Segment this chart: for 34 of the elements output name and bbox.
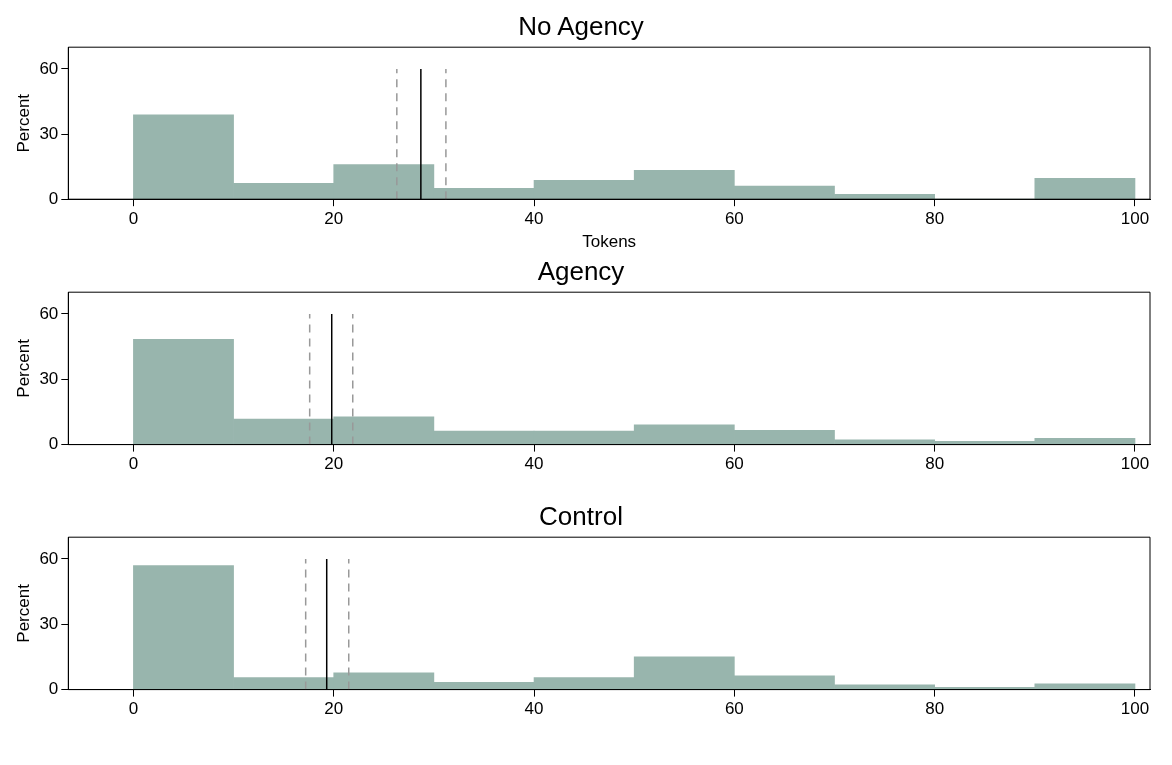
x-tick-label: 20 [324,454,344,474]
y-tick-label: 0 [48,434,59,454]
y-tick-label: 60 [39,548,59,568]
y-tick-label: 30 [39,368,59,388]
x-tick-label: 100 [1120,454,1150,474]
x-tick-label: 20 [324,209,344,229]
x-tick-label: 20 [324,699,344,719]
x-tick-label: 100 [1120,209,1150,229]
x-tick-label: 0 [128,209,139,229]
y-tick-label: 30 [39,613,59,633]
x-tick-label: 80 [925,454,945,474]
x-tick-label: 40 [524,454,544,474]
x-axis-title: Tokens [582,232,637,252]
x-tick-label: 80 [925,699,945,719]
x-tick-label: 80 [925,209,945,229]
x-tick-label: 60 [724,454,744,474]
x-tick-label: 0 [128,699,139,719]
x-tick-label: 60 [724,209,744,229]
chart-title: No Agency [518,10,644,41]
y-tick-label: 0 [48,188,59,208]
y-axis-title: Percent [13,583,33,643]
x-tick-label: 40 [524,699,544,719]
x-tick-label: 40 [524,209,544,229]
y-axis-title: Percent [13,338,33,398]
y-tick-label: 30 [39,123,59,143]
y-tick-label: 60 [39,303,59,323]
chart-title: Agency [537,255,625,286]
x-tick-label: 100 [1120,699,1150,719]
y-tick-label: 60 [39,58,59,78]
y-tick-label: 0 [48,679,59,699]
chart-title: Control [539,500,623,531]
x-tick-label: 0 [128,454,139,474]
x-tick-label: 60 [724,699,744,719]
y-axis-title: Percent [13,93,33,153]
